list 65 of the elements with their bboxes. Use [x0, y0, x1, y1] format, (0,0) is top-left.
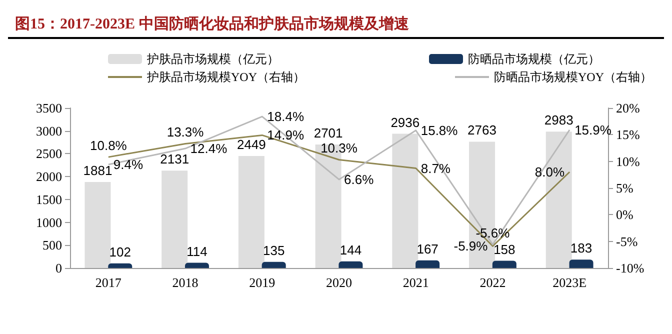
- y2-tick-label: -10%: [616, 260, 644, 276]
- y2-tick-label: 10%: [616, 154, 640, 169]
- data-label: -5.9%: [454, 238, 488, 254]
- data-label: 114: [186, 244, 208, 259]
- y-tick-label: 1000: [36, 214, 62, 230]
- data-label: 2936: [390, 114, 420, 130]
- bar: [84, 182, 111, 268]
- data-label: 2701: [314, 126, 343, 141]
- data-label: 2449: [236, 137, 266, 152]
- y-tick-label: 500: [42, 238, 62, 253]
- bar: [184, 262, 209, 268]
- bar: [238, 156, 264, 268]
- data-label: 102: [109, 244, 131, 260]
- data-label: 2763: [468, 122, 496, 138]
- bar: [108, 263, 132, 268]
- legend-label: 防晒品市场规模YOY（右轴）: [494, 70, 652, 84]
- data-label: 1881: [83, 163, 112, 178]
- legend-label: 护肤品市场规模YOY（右轴）: [146, 70, 305, 84]
- x-tick-label: 2022: [480, 275, 506, 290]
- y2-tick-label: 0%: [616, 207, 634, 222]
- data-label: 15.9%: [574, 122, 612, 138]
- bar: [492, 260, 516, 268]
- data-label: 10.3%: [320, 140, 358, 156]
- x-tick-label: 2021: [402, 275, 429, 290]
- bar: [338, 261, 363, 268]
- chart-title: 图15：2017-2023E 中国防晒化妆品和护肤品市场规模及增速: [15, 14, 410, 32]
- y-tick-label: 2500: [36, 146, 62, 162]
- legend-label: 护肤品市场规模（亿元）: [146, 52, 279, 66]
- data-label: 14.9%: [267, 128, 304, 143]
- y-tick-label: 3000: [36, 123, 62, 138]
- data-label: 183: [570, 240, 592, 256]
- data-label: 18.4%: [267, 109, 304, 124]
- data-label: 12.4%: [190, 141, 228, 156]
- data-label: 8.7%: [420, 160, 451, 176]
- y2-tick-label: 20%: [616, 100, 640, 116]
- data-label: 15.8%: [420, 122, 458, 138]
- y-tick-label: 0: [56, 260, 62, 276]
- bar: [262, 262, 286, 268]
- data-label: 2131: [160, 152, 190, 167]
- y2-tick-label: -5%: [616, 234, 638, 249]
- data-label: 144: [340, 242, 362, 258]
- data-label: 167: [416, 241, 438, 256]
- y-tick-label: 1500: [36, 192, 62, 207]
- x-tick-label: 2018: [172, 275, 198, 290]
- bar: [569, 260, 594, 268]
- bar: [416, 260, 440, 268]
- data-label: 13.3%: [166, 124, 204, 140]
- legend-label: 防晒品市场规模（亿元）: [468, 52, 600, 66]
- x-tick-label: 2019: [249, 275, 276, 290]
- y2-tick-label: 15%: [616, 127, 640, 142]
- data-label: 2983: [544, 112, 574, 128]
- x-tick-label: 2020: [326, 275, 352, 290]
- bar: [392, 134, 418, 268]
- data-label: 6.6%: [344, 172, 374, 187]
- bar: [162, 170, 188, 268]
- y-tick-label: 2000: [36, 169, 62, 184]
- data-label: 9.4%: [113, 157, 144, 172]
- data-label: 135: [262, 242, 285, 258]
- y2-tick-label: 5%: [616, 180, 634, 196]
- data-label: 158: [494, 242, 516, 257]
- x-tick-label: 2023E: [552, 275, 587, 290]
- y-tick-label: 3500: [36, 100, 62, 116]
- data-label: 10.8%: [90, 138, 128, 154]
- data-label: 8.0%: [534, 164, 566, 180]
- x-tick-label: 2017: [95, 275, 122, 290]
